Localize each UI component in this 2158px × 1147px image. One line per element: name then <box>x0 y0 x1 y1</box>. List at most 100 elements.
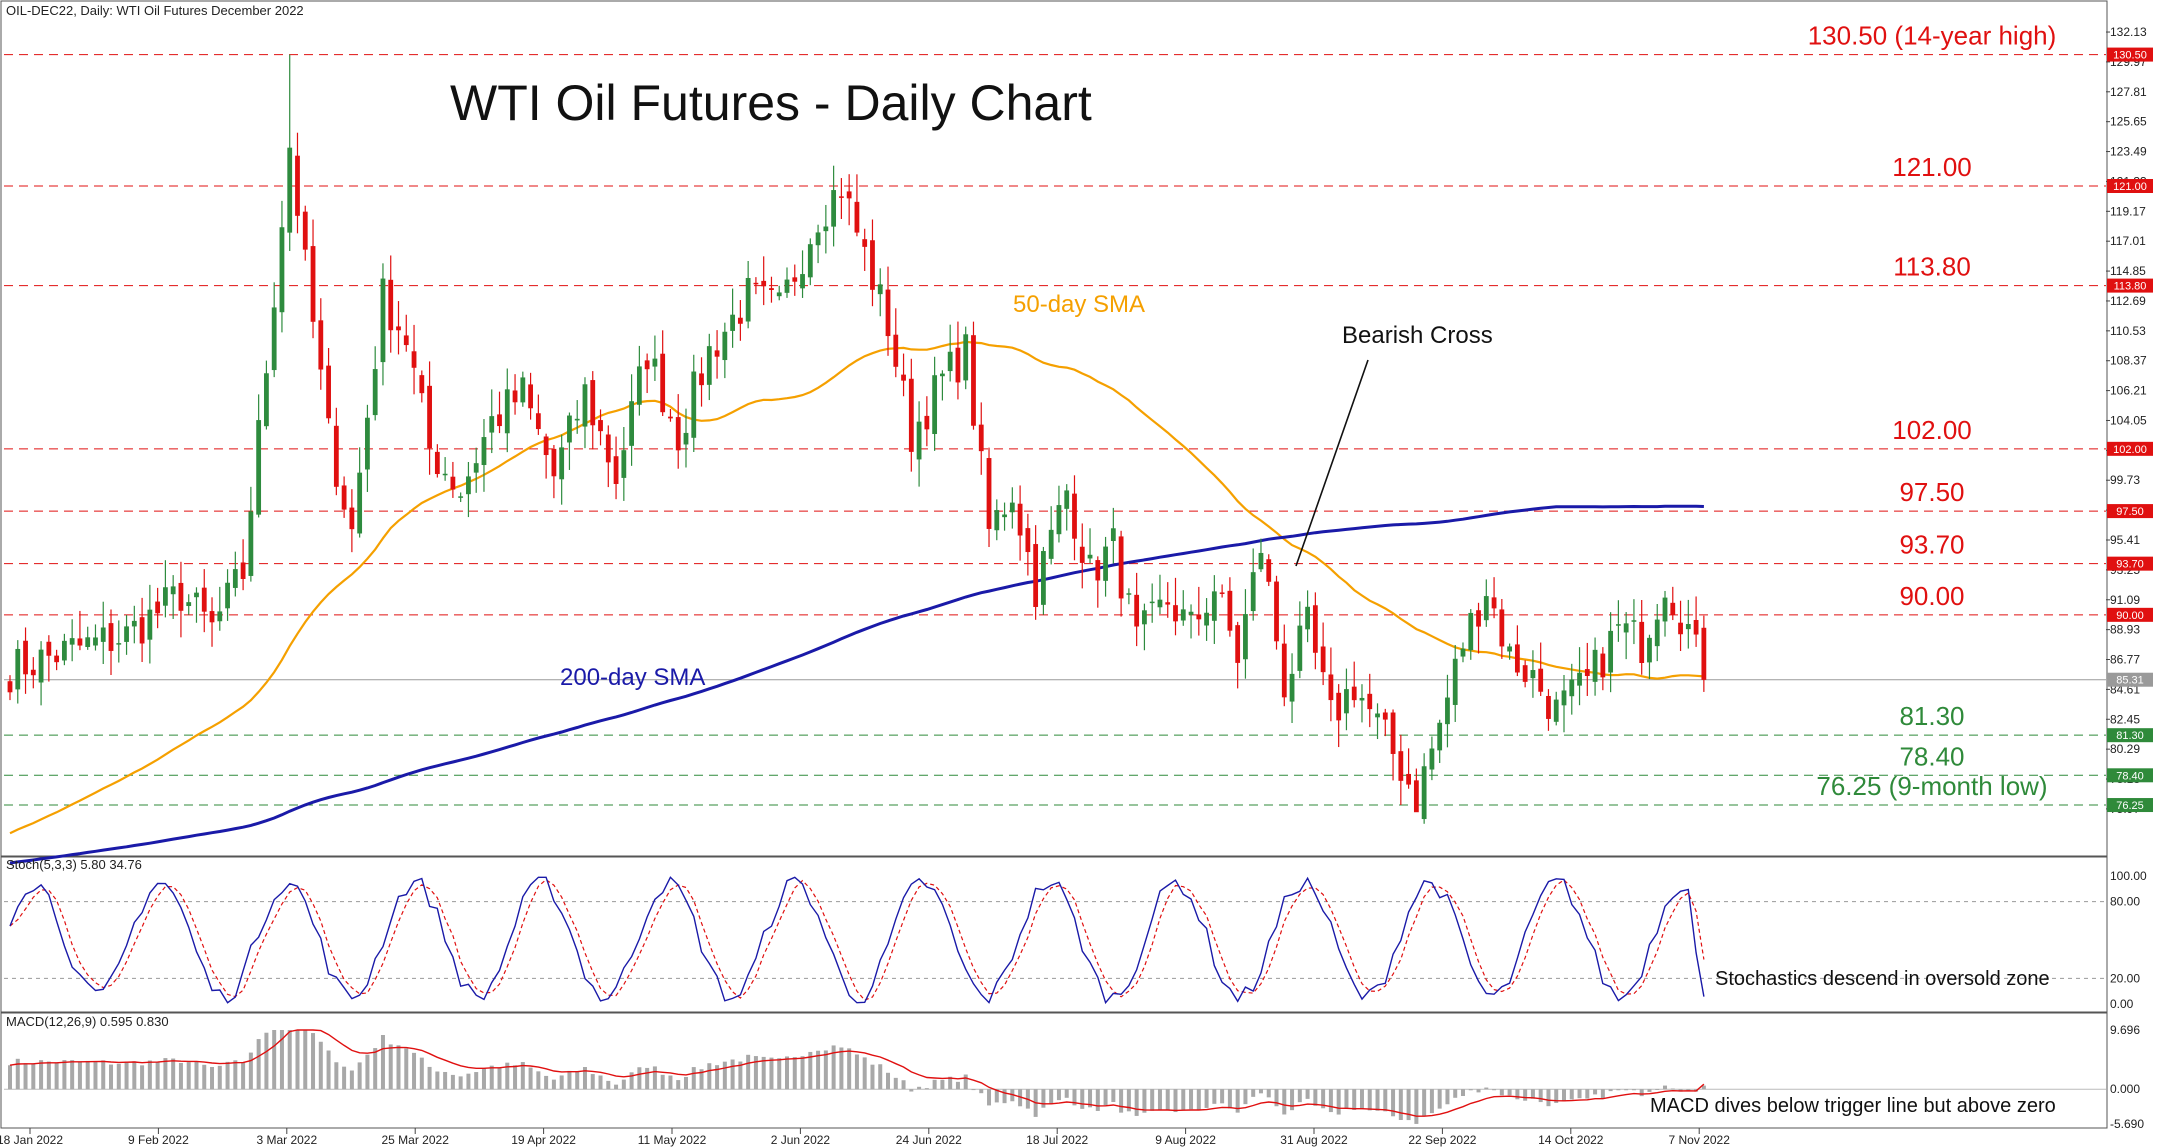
candle-body <box>1553 699 1559 722</box>
candle-body <box>1654 619 1660 647</box>
macd-histogram-bar <box>878 1064 883 1090</box>
candle-body <box>1266 559 1272 582</box>
macd-histogram-bar <box>489 1065 494 1090</box>
macd-histogram-bar <box>1204 1089 1209 1108</box>
macd-histogram-bar <box>637 1067 642 1090</box>
candle-body <box>598 420 603 432</box>
candle-body <box>497 414 502 427</box>
macd-histogram-bar <box>233 1060 238 1090</box>
macd-histogram-bar <box>194 1061 199 1090</box>
price-tick-label: 117.01 <box>2110 234 2146 248</box>
price-tick-label: 108.37 <box>2110 354 2147 368</box>
candle-body <box>1647 637 1652 663</box>
macd-histogram-bar <box>909 1089 914 1092</box>
macd-histogram-bar <box>412 1052 417 1090</box>
candle-body <box>38 649 44 683</box>
candle-body <box>1312 605 1318 653</box>
time-tick-label: 11 May 2022 <box>638 1133 707 1147</box>
macd-histogram-bar <box>1499 1089 1504 1096</box>
candle-body <box>1670 602 1676 615</box>
macd-histogram-bar <box>419 1057 424 1090</box>
macd-histogram-bar <box>738 1061 743 1090</box>
candle-body <box>1631 620 1637 622</box>
macd-histogram-bar <box>676 1080 681 1090</box>
candle-body <box>994 510 1000 531</box>
macd-histogram-bar <box>295 1030 300 1090</box>
candle-body <box>971 335 976 426</box>
candle-body <box>1600 653 1606 678</box>
candle-body <box>963 334 969 381</box>
macd-histogram-bar <box>1670 1088 1675 1090</box>
candle-body <box>636 366 642 405</box>
candle-body <box>341 485 347 510</box>
candle-body <box>458 496 464 498</box>
macd-histogram-bar <box>621 1079 626 1090</box>
candle-body <box>217 611 223 622</box>
candle-body <box>1592 649 1598 682</box>
macd-histogram-bar <box>785 1056 789 1090</box>
macd-histogram-bar <box>1445 1089 1450 1105</box>
price-tick-label: 106.21 <box>2110 384 2147 398</box>
macd-histogram-bar <box>132 1061 137 1090</box>
level-label: 78.40 <box>1899 741 1964 771</box>
candle-body <box>1079 546 1085 563</box>
macd-histogram-bar <box>1282 1089 1287 1115</box>
macd-histogram-bar <box>730 1059 735 1090</box>
candle-body <box>1087 554 1093 559</box>
candle-body <box>699 373 704 386</box>
macd-histogram-bar <box>349 1070 354 1090</box>
candle-body <box>846 191 852 199</box>
candle-body <box>559 447 565 480</box>
macd-histogram-bar <box>1134 1089 1139 1116</box>
candle-body <box>582 384 588 427</box>
macd-histogram-bar <box>1523 1089 1528 1101</box>
time-tick-label: 14 Oct 2022 <box>1538 1133 1604 1147</box>
macd-histogram-bar <box>140 1065 145 1090</box>
level-price-tag <box>2107 556 2153 571</box>
macd-histogram-bar <box>380 1035 385 1090</box>
candle-layer <box>7 54 1707 824</box>
candle-body <box>481 437 487 466</box>
macd-histogram-bar <box>1515 1089 1520 1100</box>
level-price-tag <box>2107 47 2153 62</box>
macd-histogram-bar <box>1686 1089 1691 1091</box>
candle-body <box>590 380 596 426</box>
candle-body <box>1328 674 1334 701</box>
candle-body <box>61 640 67 661</box>
macd-histogram-bar <box>839 1047 844 1090</box>
candle-body <box>264 373 269 427</box>
macd-histogram-bar <box>1103 1089 1108 1106</box>
candle-body <box>1608 630 1614 673</box>
macd-header: MACD(12,26,9) 0.595 0.830 <box>6 1014 169 1029</box>
macd-histogram-bar <box>1476 1089 1481 1093</box>
candle-body <box>1359 697 1365 701</box>
macd-histogram-bar <box>147 1060 152 1090</box>
candle-body <box>7 681 13 693</box>
candle-body <box>403 335 409 346</box>
candle-body <box>124 626 129 642</box>
candle-body <box>1196 614 1202 620</box>
macd-histogram-bar <box>575 1071 580 1090</box>
candle-body <box>1048 529 1054 559</box>
price-tick-label: 127.81 <box>2110 85 2147 99</box>
level-price-tag <box>2107 504 2153 519</box>
level-price-tag-text: 113.80 <box>2114 281 2147 293</box>
macd-histogram-bar <box>1297 1089 1302 1103</box>
macd-histogram-bar <box>1391 1089 1396 1117</box>
macd-histogram-bar <box>1243 1089 1248 1105</box>
level-price-tag-text: 102.00 <box>2113 444 2147 456</box>
macd-histogram-bar <box>1554 1089 1559 1103</box>
macd-histogram-bar <box>1126 1089 1131 1112</box>
macd-histogram-bar <box>1196 1089 1201 1110</box>
candle-body <box>668 416 673 419</box>
macd-histogram-bar <box>248 1052 253 1090</box>
macd-histogram-bar <box>893 1077 898 1090</box>
candle-body <box>1476 610 1481 627</box>
candle-body <box>901 374 906 381</box>
candle-body <box>1685 624 1691 630</box>
macd-histogram-bar <box>427 1066 432 1090</box>
macd-histogram-bar <box>932 1079 937 1090</box>
candle-body <box>1429 748 1435 770</box>
macd-histogram-bar <box>979 1089 984 1094</box>
macd-histogram-bar <box>70 1060 75 1090</box>
